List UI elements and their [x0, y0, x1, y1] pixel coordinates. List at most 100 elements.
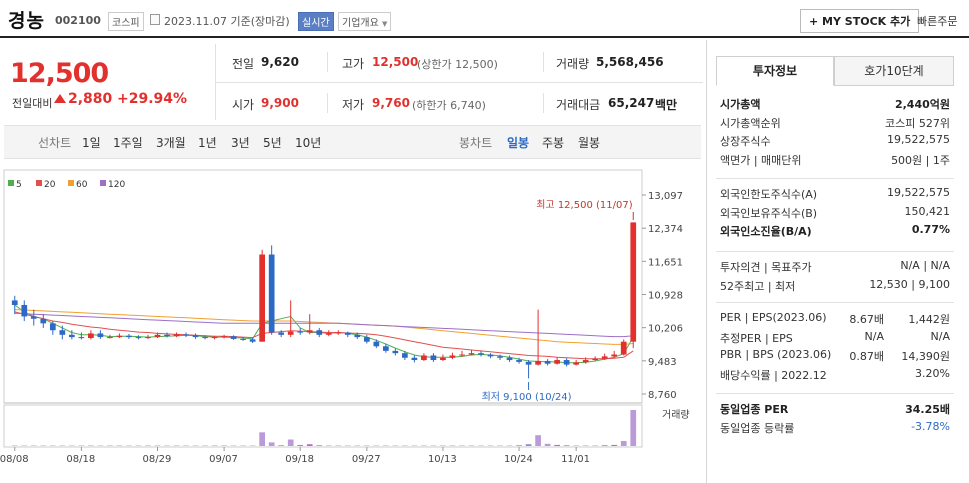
candle-body	[487, 354, 494, 357]
period-1d[interactable]: 1일	[82, 136, 101, 150]
divider	[716, 302, 954, 303]
candle-body	[221, 336, 227, 338]
candle-body	[344, 332, 351, 335]
candle-body	[430, 355, 437, 361]
candle-body	[21, 304, 28, 317]
tab-investment-info[interactable]: 투자정보	[716, 56, 834, 86]
candle-body	[421, 355, 427, 361]
divider	[543, 93, 544, 113]
candle-body	[78, 337, 85, 339]
investment-info-panel	[706, 40, 969, 483]
info-row: PER | EPS(2023.06) 8.67배 1,442원	[720, 311, 950, 329]
candle-body	[554, 360, 560, 364]
candle-weekly[interactable]: 주봉	[542, 136, 565, 150]
period-1y[interactable]: 1년	[198, 136, 217, 150]
candle-body	[30, 316, 37, 319]
period-5y[interactable]: 5년	[263, 136, 282, 150]
candle-body	[535, 360, 541, 365]
candle-body	[249, 339, 256, 342]
amount-unit: 백만	[655, 98, 678, 112]
candle-monthly[interactable]: 월봉	[578, 136, 601, 150]
realtime-button[interactable]: 실시간	[298, 12, 334, 31]
volume-bar	[268, 442, 275, 446]
chevron-down-icon: ▼	[382, 20, 388, 28]
period-10y[interactable]: 10년	[295, 136, 322, 150]
company-overview-dropdown[interactable]: 기업개요 ▼	[338, 12, 392, 31]
stock-header	[0, 0, 969, 38]
upper-limit: (상한가 12,500)	[417, 58, 498, 71]
up-arrow-icon	[54, 94, 66, 103]
candle-chart-label: 봉차트	[459, 136, 493, 150]
x-tick-label: 09/07	[209, 454, 238, 465]
divider	[716, 251, 954, 252]
candle-body	[325, 333, 332, 335]
y-tick-label: 13,097	[648, 191, 683, 202]
info-value: 2,440억원	[894, 98, 950, 111]
x-tick-label: 08/08	[0, 454, 29, 465]
market-badge: 코스피	[108, 12, 144, 31]
info-label: PER | EPS(2023.06)	[720, 311, 827, 324]
period-1w[interactable]: 1주일	[113, 136, 143, 150]
low-annotation: 최저 9,100 (10/24)	[482, 391, 572, 403]
ma20-swatch	[36, 180, 42, 186]
line-chart-label: 선차트	[38, 136, 72, 150]
ma5-swatch	[8, 180, 14, 186]
candle-body	[68, 334, 75, 338]
candle-body	[563, 360, 570, 365]
base-date: 2023.11.07 기준(장마감)	[164, 15, 290, 28]
candle-body	[287, 331, 294, 335]
period-3y[interactable]: 3년	[231, 136, 250, 150]
candle-body	[373, 341, 380, 347]
y-tick-label: 9,483	[648, 357, 677, 368]
lower-limit: (하한가 6,740)	[412, 99, 486, 112]
divider	[716, 393, 954, 394]
info-label: 상장주식수	[720, 135, 771, 148]
y-tick-label: 8,760	[648, 390, 677, 401]
info-value: 19,522,575	[887, 186, 950, 199]
info-label: 투자의견 | 목표주가	[720, 261, 812, 274]
info-row: 52주최고 | 최저 12,530 | 9,100	[720, 278, 950, 296]
volume-bar	[601, 445, 608, 446]
candle-daily[interactable]: 일봉	[507, 136, 530, 150]
high-value: 12,500	[372, 55, 419, 69]
candle-body	[573, 362, 580, 365]
candle-body	[192, 335, 199, 338]
x-tick-label: 10/13	[428, 454, 457, 465]
x-tick-label: 09/27	[352, 454, 381, 465]
info-value: -3.78%	[911, 419, 950, 433]
info-label: 시가총액	[720, 98, 761, 111]
candle-body	[173, 334, 180, 337]
candle-body	[164, 334, 170, 337]
volume-frame	[3, 404, 643, 448]
tab-orderbook[interactable]: 호가10단계	[834, 56, 954, 86]
candle-body	[297, 331, 304, 333]
volume-bar	[516, 445, 522, 446]
candle-body	[88, 333, 94, 339]
y-tick-label: 10,206	[648, 324, 683, 335]
info-label: 52주최고 | 최저	[720, 279, 796, 293]
info-row: PBR | BPS (2023.06) 0.87배 14,390원	[720, 348, 950, 366]
volume-bar	[563, 445, 570, 446]
info-value-secondary: N/A	[930, 329, 950, 343]
document-icon	[150, 14, 160, 25]
mystock-add-button[interactable]: + MY STOCK 추가	[800, 9, 920, 33]
candle-body	[335, 332, 342, 334]
candle-body	[392, 350, 399, 354]
info-row: 외국인보유주식수(B) 150,421	[720, 205, 950, 223]
x-tick-label: 09/18	[285, 454, 314, 465]
quick-order-link[interactable]: 빠른주문	[917, 15, 958, 28]
volume-bar	[287, 439, 294, 446]
price-chart[interactable]: 13,097 12,374 11,651 10,928 10,206 9,483 8,760…	[0, 168, 704, 483]
divider	[327, 93, 328, 113]
candle-body	[582, 360, 589, 363]
ma20-legend: 20	[36, 180, 55, 190]
candle-body	[145, 337, 151, 339]
volume-bar	[259, 432, 266, 446]
stock-name: 경농	[8, 10, 45, 32]
volume-bar	[630, 410, 637, 446]
period-3m[interactable]: 3개월	[156, 136, 186, 150]
ma60-line	[14, 309, 634, 345]
divider	[327, 52, 328, 72]
volume-value: 5,568,456	[596, 55, 664, 69]
ma60-legend: 60	[68, 180, 87, 190]
